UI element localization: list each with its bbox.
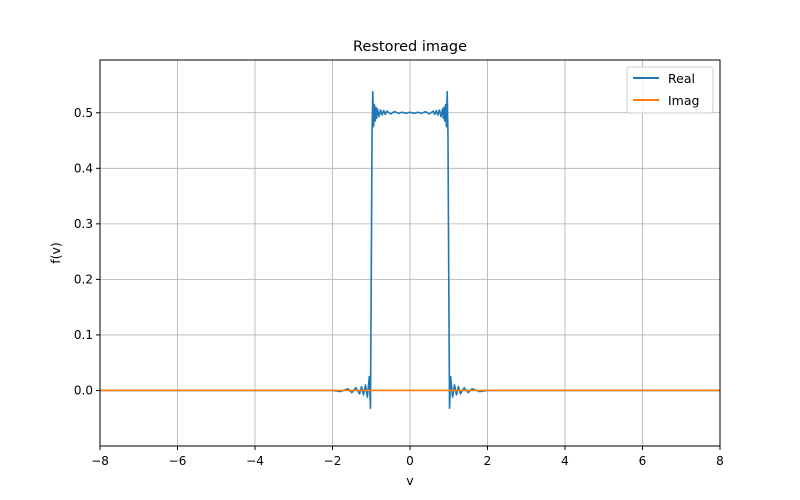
y-tick-label: 0.2 [74, 272, 93, 286]
y-tick-label: 0.1 [74, 328, 93, 342]
y-tick-label: 0.3 [74, 217, 93, 231]
x-ticks: −8 −6 −4 −2 0 2 4 6 8 [91, 446, 724, 468]
x-tick-label: −8 [91, 454, 109, 468]
x-tick-label: 2 [484, 454, 492, 468]
x-axis-label: v [406, 473, 414, 488]
x-tick-label: −2 [324, 454, 342, 468]
y-tick-label: 0.0 [74, 383, 93, 397]
x-tick-label: 4 [561, 454, 569, 468]
legend-label-imag: Imag [668, 93, 699, 108]
x-tick-label: −6 [169, 454, 187, 468]
legend: Real Imag [626, 66, 714, 114]
y-tick-label: 0.4 [74, 161, 93, 175]
series-layer [100, 90, 720, 410]
y-tick-label: 0.5 [74, 106, 93, 120]
x-tick-label: −4 [246, 454, 264, 468]
x-tick-label: 6 [639, 454, 647, 468]
x-tick-label: 0 [406, 454, 414, 468]
chart-title: Restored image [353, 39, 467, 55]
y-ticks: 0.0 0.1 0.2 0.3 0.4 0.5 [74, 106, 100, 397]
legend-label-real: Real [668, 71, 695, 86]
series-line-real [100, 90, 720, 410]
y-axis-label: f(v) [48, 242, 63, 264]
x-tick-label: 8 [716, 454, 724, 468]
